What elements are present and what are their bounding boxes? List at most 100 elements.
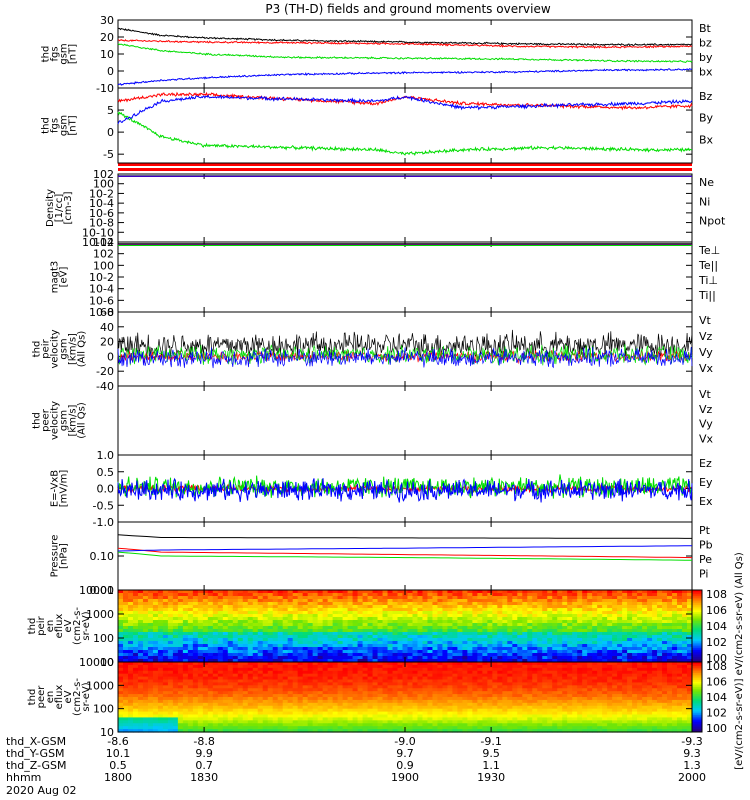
spectrogram-cell	[302, 720, 309, 724]
spectrogram-cell	[157, 614, 164, 618]
spectrogram-cell	[242, 729, 249, 733]
spectrogram-cell	[317, 644, 324, 648]
spectrogram-cell	[572, 599, 578, 603]
spectrogram-cell	[162, 635, 169, 639]
spectrogram-cell	[277, 705, 284, 710]
spectrogram-cell	[327, 614, 334, 618]
spectrogram-cell	[642, 593, 648, 597]
spectrogram-cell	[417, 714, 424, 719]
y-axis-label: (All Qs)	[77, 402, 88, 439]
spectrogram-cell	[212, 673, 219, 678]
spectrogram-cell	[467, 644, 473, 648]
spectrogram-cell	[417, 647, 424, 651]
spectrogram-cell	[232, 623, 239, 627]
spectrogram-cell	[132, 673, 139, 678]
spectrogram-cell	[187, 717, 194, 721]
spectrogram-cell	[392, 673, 399, 678]
spectrogram-cell	[157, 662, 164, 666]
spectrogram-cell	[442, 726, 449, 730]
spectrogram-cell	[407, 632, 414, 636]
spectrogram-cell	[492, 617, 498, 621]
spectrogram-cell	[607, 647, 613, 651]
spectrogram-cell	[312, 723, 319, 727]
spectrogram-cell	[277, 605, 284, 609]
spectrogram-cell	[417, 682, 424, 686]
spectrogram-cell	[512, 590, 518, 594]
spectrogram-cell	[307, 676, 314, 681]
spectrogram-cell	[392, 653, 399, 657]
spectrogram-cell	[232, 670, 239, 675]
spectrogram-cell	[547, 623, 553, 627]
spectrogram-cell	[677, 653, 683, 657]
spectrogram-cell	[472, 605, 478, 609]
spectrogram-cell	[582, 608, 588, 612]
spectrogram-cell	[177, 638, 184, 642]
spectrogram-cell	[527, 641, 533, 645]
spectrogram-cell	[447, 682, 454, 686]
spectrogram-cell	[432, 614, 439, 618]
spectrogram-cell	[522, 641, 528, 645]
spectrogram-cell	[427, 656, 434, 660]
spectrogram-cell	[647, 635, 653, 639]
spectrogram-cell	[357, 708, 364, 713]
spectrogram-cell	[157, 726, 164, 730]
spectrogram-cell	[392, 705, 399, 710]
spectrogram-cell	[522, 626, 528, 630]
spectrogram-cell	[367, 656, 374, 660]
spectrogram-cell	[262, 641, 269, 645]
spectrogram-cell	[157, 691, 164, 695]
spectrogram-cell	[132, 626, 139, 630]
spectrogram-cell	[227, 590, 234, 594]
spectrogram-cell	[197, 635, 204, 639]
spectrogram-cell	[287, 644, 294, 648]
spectrogram-cell	[447, 653, 454, 657]
spectrogram-cell	[492, 691, 498, 695]
spectrogram-cell	[497, 638, 503, 642]
spectrogram-cell	[202, 667, 209, 672]
spectrogram-cell	[397, 650, 404, 654]
spectrogram-cell	[122, 729, 129, 733]
spectrogram-cell	[412, 691, 419, 695]
spectrogram-cell	[472, 691, 478, 695]
spectrogram-cell	[662, 614, 668, 618]
spectrogram-cell	[232, 676, 239, 681]
legend-entry: By	[699, 112, 714, 125]
spectrogram-cell	[327, 635, 334, 639]
spectrogram-cell	[182, 662, 189, 666]
spectrogram-cell	[127, 662, 134, 666]
spectrogram-cell	[452, 608, 459, 612]
spectrogram-cell	[317, 629, 324, 633]
spectrogram-cell	[217, 723, 224, 727]
spectrogram-cell	[362, 699, 369, 704]
spectrogram-cell	[172, 729, 179, 733]
spectrogram-cell	[642, 614, 648, 618]
spectrogram-cell	[187, 702, 194, 707]
spectrogram-cell	[142, 590, 149, 594]
spectrogram-cell	[467, 620, 473, 624]
spectrogram-cell	[327, 705, 334, 710]
spectrogram-cell	[192, 650, 199, 654]
spectrogram-cell	[592, 596, 598, 600]
spectrogram-cell	[657, 638, 663, 642]
colorbar-cell	[692, 602, 702, 605]
spectrogram-cell	[462, 714, 468, 719]
spectrogram-cell	[427, 620, 434, 624]
spectrogram-cell	[382, 641, 389, 645]
spectrogram-cell	[197, 697, 204, 701]
spectrogram-cell	[302, 614, 309, 618]
spectrogram-cell	[132, 662, 139, 666]
spectrogram-cell	[662, 590, 668, 594]
spectrogram-cell	[207, 670, 214, 675]
panels-group: -100102030thdfgsgsm[nT]Btbzbybx-505thdfg…	[27, 14, 727, 739]
spectrogram-cell	[177, 653, 184, 657]
spectrogram-cell	[447, 593, 454, 597]
spectrogram-cell	[587, 659, 593, 663]
spectrogram-cell	[332, 711, 339, 716]
spectrogram-cell	[177, 664, 184, 669]
y-tick-label: 10-6	[89, 207, 114, 220]
colorbar-cell	[692, 627, 702, 631]
spectrogram-cell	[342, 641, 349, 645]
spectrogram-cell	[392, 641, 399, 645]
spectrogram-cell	[377, 635, 384, 639]
spectrogram-cell	[587, 593, 593, 597]
